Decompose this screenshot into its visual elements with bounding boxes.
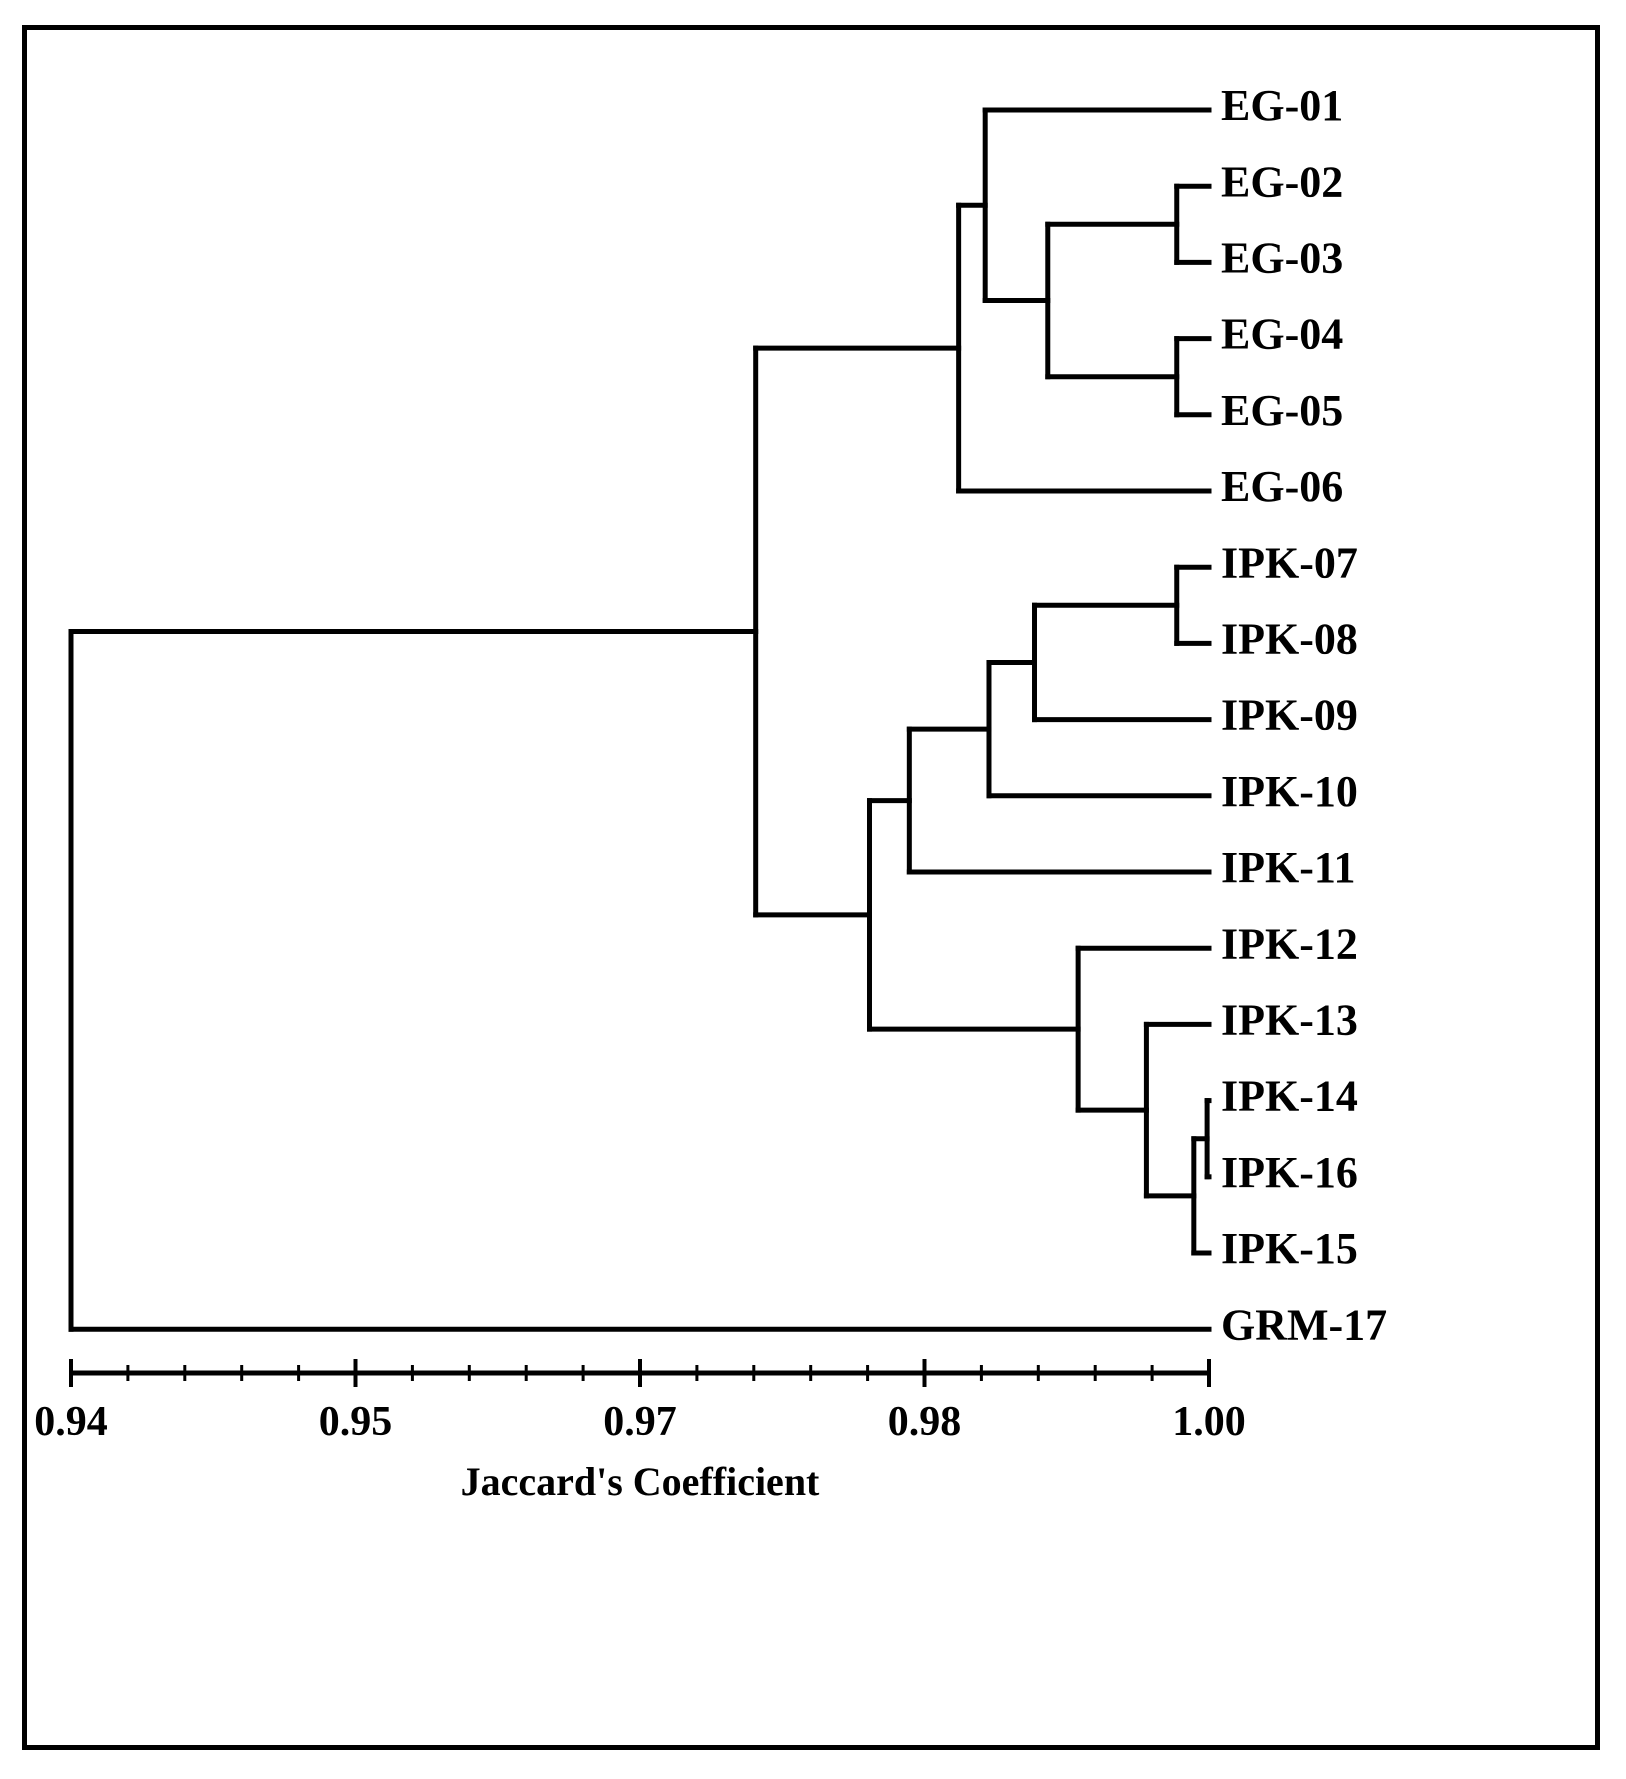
leaf-label-eg-06: EG-06 [1221,462,1343,511]
leaf-label-ipk-10: IPK-10 [1221,767,1358,816]
x-axis-title: Jaccard's Coefficient [461,1459,820,1504]
leaf-label-eg-01: EG-01 [1221,81,1343,130]
leaf-label-ipk-07: IPK-07 [1221,538,1358,587]
leaf-label-ipk-11: IPK-11 [1221,843,1355,892]
leaf-label-ipk-13: IPK-13 [1221,995,1358,1044]
x-tick-label: 0.94 [34,1399,108,1445]
figure-frame: EG-01 EG-02 EG-03 EG-04 EG-05 EG-06 IPK-07 IPK-… [22,25,1600,1750]
leaf-label-ipk-16: IPK-16 [1221,1148,1358,1197]
leaf-label-ipk-09: IPK-09 [1221,691,1358,740]
leaf-label-ipk-08: IPK-08 [1221,614,1358,663]
leaf-label-eg-05: EG-05 [1221,386,1343,435]
leaf-label-ipk-12: IPK-12 [1221,919,1358,968]
leaf-label-ipk-15: IPK-15 [1221,1224,1358,1273]
leaf-label-ipk-14: IPK-14 [1221,1072,1358,1121]
leaf-label-eg-04: EG-04 [1221,310,1343,359]
leaf-label-eg-03: EG-03 [1221,233,1343,282]
x-tick-label: 1.00 [1172,1399,1246,1445]
x-tick-label: 0.95 [319,1399,393,1445]
leaf-label-eg-02: EG-02 [1221,157,1343,206]
leaf-label-grm-17: GRM-17 [1221,1300,1387,1349]
x-tick-label: 0.98 [888,1399,962,1445]
dendrogram-chart: EG-01 EG-02 EG-03 EG-04 EG-05 EG-06 IPK-07 IPK-… [34,81,1387,1504]
x-tick-label: 0.97 [603,1399,677,1445]
